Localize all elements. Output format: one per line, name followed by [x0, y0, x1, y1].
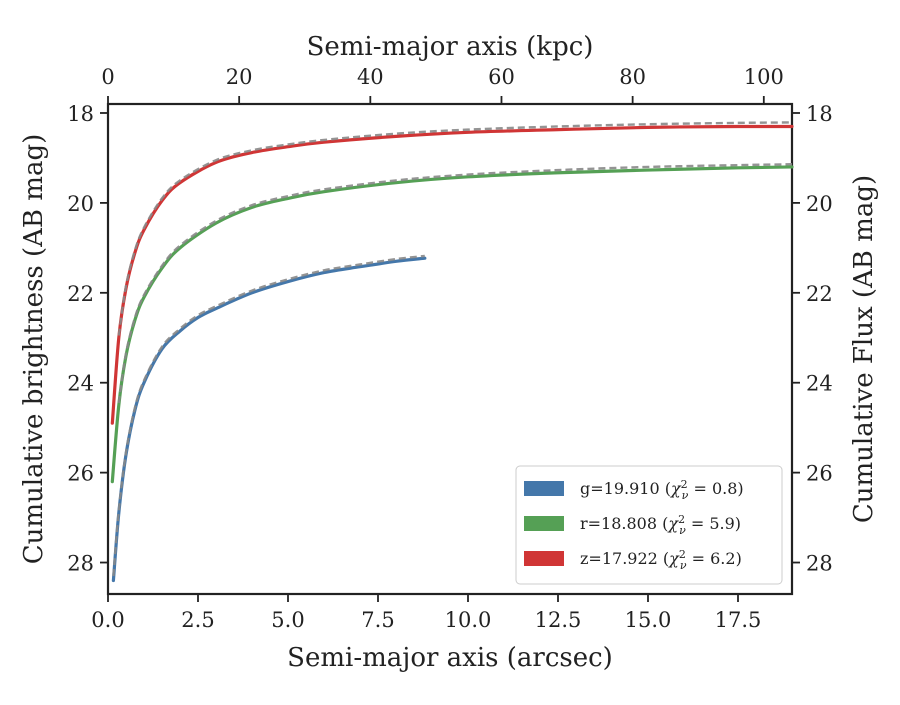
x-axis-bottom: 0.0 2.5 5.0 7.5 10.0 12.5 15.0 17.5	[91, 594, 761, 632]
x-tick-label: 0.0	[91, 608, 124, 632]
legend-label-0: g=19.910 (χ2 ν = 0.8)	[580, 478, 744, 502]
x-tick-label: 10.0	[445, 608, 492, 632]
x2-tick-label: 60	[488, 65, 515, 89]
x-axis-label: Semi-major axis (arcsec)	[287, 643, 613, 673]
y-axis-right: 18 20 22 24 26 28	[792, 102, 833, 576]
plot-frame	[106, 102, 794, 596]
x-tick-label: 12.5	[535, 608, 582, 632]
model-line-r-model	[117, 163, 793, 404]
x2-tick-label: 40	[357, 65, 384, 89]
x2-tick-label: 0	[101, 65, 114, 89]
y-tick-label: 18	[67, 102, 94, 126]
y-tick-label: 20	[67, 192, 94, 216]
x-tick-label: 15.0	[625, 608, 672, 632]
y2-axis-label: Cumulative Flux (AB mag)	[849, 175, 879, 523]
legend: g=19.910 (χ2 ν = 0.8) r=18.808 (χ2 ν = 5.9)…	[515, 465, 783, 585]
y-axis-left: 18 20 22 24 26 28	[67, 102, 108, 576]
x-tick-label: 5.0	[271, 608, 304, 632]
x2-tick-label: 20	[226, 65, 253, 89]
series-layer	[110, 121, 794, 583]
y-tick-label: 26	[67, 462, 94, 486]
x2-axis-label: Semi-major axis (kpc)	[307, 32, 594, 62]
y-tick-label: 28	[67, 552, 94, 576]
model-line-z-model	[117, 121, 793, 336]
y2-tick-label: 18	[806, 102, 833, 126]
model-line-g-model	[112, 254, 425, 577]
y2-tick-label: 20	[806, 192, 833, 216]
series-line-g	[111, 256, 427, 583]
legend-swatch-2	[524, 551, 564, 566]
x2-tick-label: 100	[744, 65, 784, 89]
series-line-r	[110, 165, 794, 484]
y-tick-label: 22	[67, 282, 94, 306]
y2-tick-label: 22	[806, 282, 833, 306]
y2-tick-label: 26	[806, 462, 833, 486]
x-axis-top: 0 20 40 60 80 100	[101, 65, 784, 104]
series-line-z	[110, 124, 794, 425]
legend-swatch-1	[524, 516, 564, 531]
legend-swatch-0	[524, 481, 564, 496]
x-tick-label: 17.5	[715, 608, 762, 632]
x-tick-label: 7.5	[361, 608, 394, 632]
legend-box	[515, 465, 783, 585]
y-tick-label: 24	[67, 372, 94, 396]
x2-tick-label: 80	[619, 65, 646, 89]
y2-tick-label: 28	[806, 552, 833, 576]
y2-tick-label: 24	[806, 372, 833, 396]
x-tick-label: 2.5	[181, 608, 214, 632]
legend-label-2: z=17.922 (χ2 ν = 6.2)	[580, 548, 742, 572]
legend-label-1: r=18.808 (χ2 ν = 5.9)	[580, 513, 741, 537]
y-axis-label: Cumulative brightness (AB mag)	[19, 134, 49, 565]
